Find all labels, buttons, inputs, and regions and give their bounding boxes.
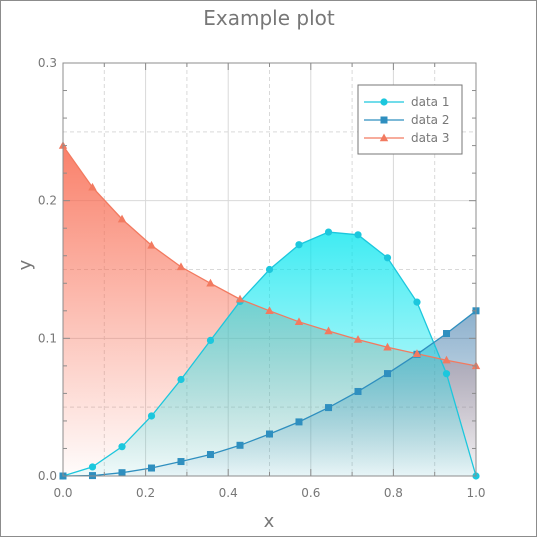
x-tick-label: 0.2 (136, 486, 155, 500)
legend-marker-data-1 (380, 98, 388, 106)
point-data-1 (413, 298, 421, 306)
point-data-3 (88, 182, 97, 191)
point-data-3 (235, 294, 245, 303)
point-data-2 (383, 370, 391, 378)
point-data-2 (354, 387, 362, 395)
point-data-3 (176, 262, 186, 271)
chart-title: Example plot (203, 6, 335, 30)
point-data-2 (236, 441, 244, 449)
legend: data 1 data 2 data 3 (357, 84, 463, 155)
point-data-1 (354, 231, 362, 239)
point-data-3 (117, 214, 127, 223)
x-tick-label: 0.0 (53, 486, 72, 500)
point-data-3 (147, 240, 156, 249)
point-data-1 (118, 443, 126, 451)
point-data-3 (353, 335, 363, 343)
y-axis-label: y (15, 259, 36, 270)
legend-marker-data-3 (379, 133, 389, 142)
x-tick-label: 0.8 (384, 486, 403, 500)
y-tick-label: 0.1 (38, 331, 57, 345)
legend-label-data-3: data 3 (411, 131, 449, 145)
point-data-2 (443, 330, 451, 338)
point-data-1 (442, 370, 451, 378)
point-data-1 (324, 228, 333, 236)
legend-marker-data-2 (380, 116, 388, 124)
area-data-1 (63, 232, 476, 476)
axis-ticks (62, 62, 477, 477)
point-data-2 (325, 404, 333, 412)
point-data-3 (412, 349, 422, 357)
point-data-1 (265, 265, 274, 274)
point-data-3 (265, 306, 274, 314)
point-data-3 (294, 317, 304, 326)
point-data-1 (147, 412, 156, 420)
point-data-3 (383, 342, 392, 351)
y-tick-label: 0.3 (38, 56, 57, 70)
point-data-2 (295, 418, 303, 426)
point-data-2 (148, 464, 156, 472)
x-tick-label: 1.0 (466, 486, 485, 500)
point-data-3 (206, 278, 215, 287)
legend-label-data-2: data 2 (411, 113, 449, 127)
point-data-1 (88, 463, 97, 471)
point-data-3 (442, 355, 451, 364)
y-tick-label: 0.2 (38, 194, 57, 208)
point-data-3 (324, 326, 333, 335)
legend-label-data-1: data 1 (411, 95, 449, 109)
x-tick-label: 0.6 (301, 486, 320, 500)
point-data-1 (295, 241, 303, 249)
x-tick-label: 0.4 (219, 486, 238, 500)
y-tick-label: 0.0 (38, 469, 57, 483)
point-data-2 (177, 458, 185, 466)
point-data-2 (266, 430, 273, 438)
x-axis-label: x (264, 511, 275, 532)
point-data-1 (206, 336, 215, 344)
point-data-2 (118, 469, 126, 477)
point-data-2 (206, 451, 214, 459)
point-data-1 (177, 375, 185, 384)
tick-labels: 0.0 0.2 0.4 0.6 0.8 1.0 0.0 0.1 0.2 0.3 (38, 56, 486, 500)
point-data-1 (383, 254, 392, 262)
